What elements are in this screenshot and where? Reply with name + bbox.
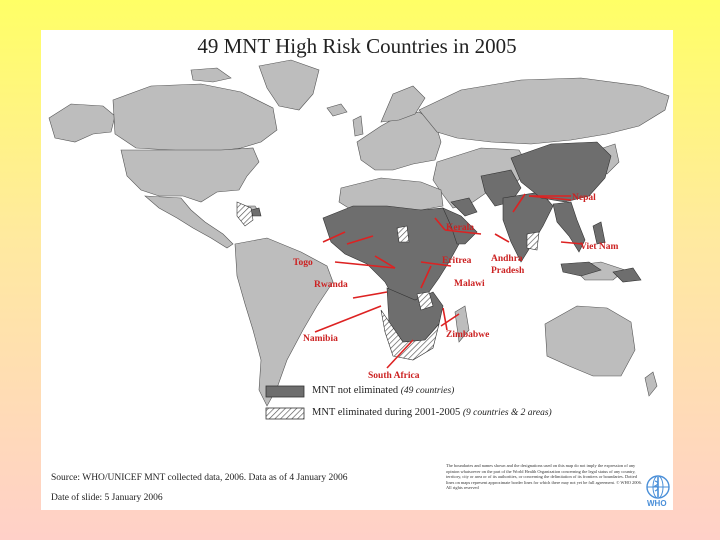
label-kerala: Kerala: [446, 223, 474, 233]
source-text: Source: WHO/UNICEF MNT collected data, 2…: [51, 473, 348, 483]
who-logo-icon: [646, 475, 670, 499]
label-pradesh: Pradesh: [491, 266, 525, 276]
label-south-africa: South Africa: [368, 371, 420, 381]
legend-eliminated-label: MNT eliminated during 2001-2005: [312, 407, 461, 418]
legend-not-eliminated-note: (49 countries): [400, 386, 455, 396]
legend-swatch-not-eliminated: [265, 385, 305, 398]
eliminated-areas: [236, 201, 540, 361]
legend-swatch-eliminated: [265, 407, 305, 420]
slide: 49 MNT High Risk Countries in 2005 Nepal…: [41, 30, 673, 510]
label-togo: Togo: [293, 258, 313, 268]
label-rwanda: Rwanda: [314, 280, 348, 290]
date-text: Date of slide: 5 January 2006: [51, 493, 163, 503]
label-namibia: Namibia: [303, 334, 338, 344]
pointer-lines: [314, 193, 584, 369]
disclaimer-text: The boundaries and names shown and the d…: [446, 463, 642, 490]
label-eritrea: Eritrea: [442, 256, 472, 266]
map-title: 49 MNT High Risk Countries in 2005: [197, 34, 517, 58]
label-andhra: Andhra: [491, 254, 523, 264]
legend-not-eliminated-label: MNT not eliminated: [312, 385, 399, 396]
label-viet-nam: Viet Nam: [580, 242, 619, 252]
label-zimbabwe: Zimbabwe: [446, 330, 490, 340]
legend-eliminated-note: (9 countries & 2 areas): [462, 408, 552, 418]
label-malawi: Malawi: [454, 279, 485, 289]
who-logo-text: WHO: [647, 499, 667, 508]
world-map: [48, 59, 670, 420]
label-nepal: Nepal: [572, 193, 596, 203]
